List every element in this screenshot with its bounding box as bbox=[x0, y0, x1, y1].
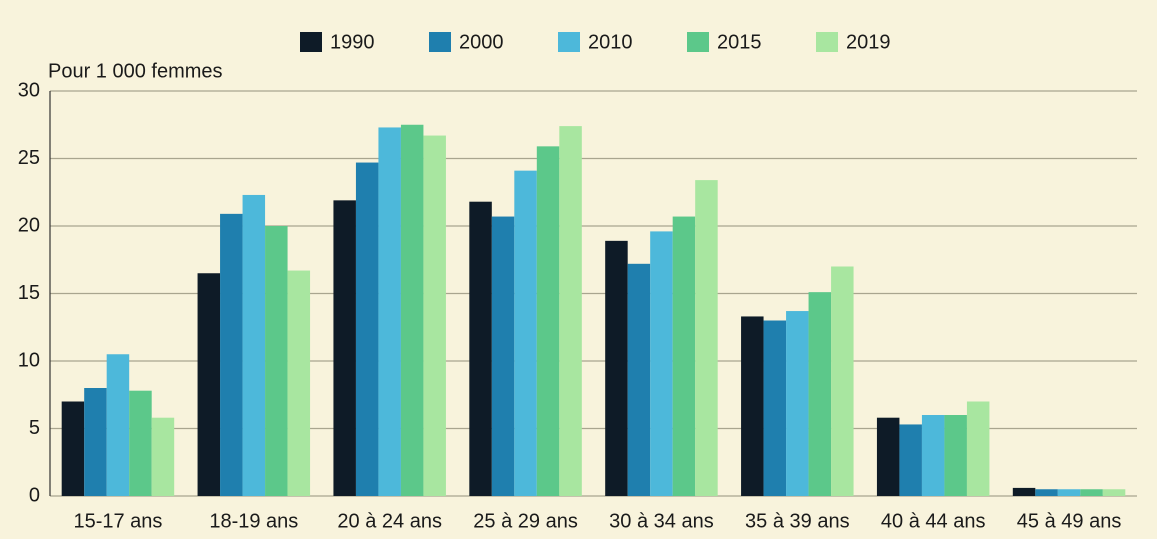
bar bbox=[808, 292, 832, 496]
bar bbox=[672, 216, 696, 497]
legend-swatch bbox=[558, 32, 580, 52]
y-tick-label: 30 bbox=[18, 79, 40, 101]
legend-label: 2010 bbox=[588, 31, 633, 53]
bar bbox=[242, 194, 266, 496]
legend-label: 2015 bbox=[717, 31, 762, 53]
bar bbox=[1035, 489, 1058, 496]
y-tick-label: 20 bbox=[18, 214, 40, 236]
bar bbox=[763, 320, 787, 496]
bar bbox=[695, 180, 718, 496]
bar bbox=[129, 390, 152, 496]
y-tick-label: 5 bbox=[29, 417, 40, 439]
bar bbox=[650, 231, 673, 496]
bar bbox=[106, 354, 130, 496]
x-tick-label: 15-17 ans bbox=[73, 510, 162, 532]
bar bbox=[966, 401, 990, 496]
x-tick-label: 30 à 34 ans bbox=[609, 510, 714, 532]
legend-swatch bbox=[816, 32, 838, 52]
bar bbox=[469, 201, 492, 496]
bar bbox=[741, 316, 764, 496]
bar bbox=[491, 216, 515, 497]
bar bbox=[61, 401, 85, 496]
bar bbox=[84, 388, 107, 496]
y-axis-label: Pour 1 000 femmes bbox=[48, 60, 223, 82]
bar bbox=[514, 170, 537, 496]
bar bbox=[536, 146, 560, 496]
bar bbox=[899, 424, 922, 496]
legend-label: 2019 bbox=[846, 31, 891, 53]
bar bbox=[355, 162, 379, 497]
y-tick-label: 15 bbox=[18, 282, 40, 304]
bar bbox=[1057, 489, 1081, 496]
bar bbox=[265, 226, 288, 496]
y-tick-label: 0 bbox=[29, 484, 40, 506]
x-tick-label: 45 à 49 ans bbox=[1017, 510, 1122, 532]
bar bbox=[287, 270, 311, 496]
x-tick-label: 18-19 ans bbox=[209, 510, 298, 532]
x-tick-label: 35 à 39 ans bbox=[745, 510, 850, 532]
legend-label: 2000 bbox=[459, 31, 504, 53]
bar bbox=[627, 263, 651, 496]
bar bbox=[921, 415, 945, 496]
legend-swatch bbox=[687, 32, 709, 52]
bar bbox=[151, 417, 175, 496]
bar bbox=[378, 127, 401, 496]
legend-label: 1990 bbox=[330, 31, 375, 53]
bar bbox=[1012, 487, 1036, 496]
bar bbox=[220, 213, 243, 496]
y-tick-label: 10 bbox=[18, 349, 40, 371]
bar bbox=[400, 124, 424, 496]
bar bbox=[423, 135, 446, 497]
x-tick-label: 20 à 24 ans bbox=[337, 510, 442, 532]
bar bbox=[333, 200, 356, 496]
bar bbox=[605, 240, 628, 496]
x-tick-label: 40 à 44 ans bbox=[881, 510, 986, 532]
bar bbox=[944, 415, 967, 496]
bar bbox=[786, 311, 809, 496]
bar bbox=[831, 266, 854, 496]
x-tick-label: 25 à 29 ans bbox=[473, 510, 578, 532]
legend-swatch bbox=[429, 32, 451, 52]
bar bbox=[559, 126, 582, 496]
bar bbox=[1102, 489, 1126, 496]
bar bbox=[197, 273, 221, 496]
bar bbox=[1080, 489, 1103, 496]
bar bbox=[876, 417, 900, 496]
y-tick-label: 25 bbox=[18, 147, 40, 169]
legend-swatch bbox=[300, 32, 322, 52]
